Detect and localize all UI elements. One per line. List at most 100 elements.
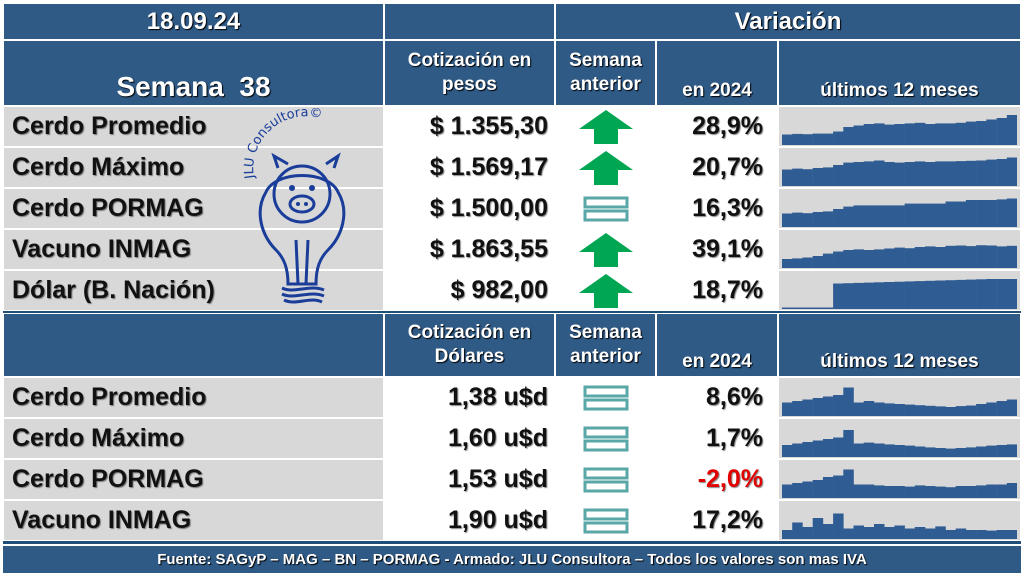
sparkline-bar [833, 475, 844, 498]
sparkline-bar [782, 402, 793, 416]
row-sparkline [778, 418, 1021, 459]
sparkline-bar [914, 247, 926, 268]
sparkline-bar [935, 161, 946, 186]
sparkline-bar [812, 518, 824, 539]
row-price-text: 1,38 u$d [447, 383, 548, 411]
col-prev-week: Semana anterior [555, 40, 656, 106]
equal-icon [583, 385, 628, 410]
sparkline-bar [986, 402, 997, 416]
sparkline-bar [894, 486, 905, 498]
sparkline-bar [986, 200, 997, 227]
sparkline-bar [935, 123, 946, 145]
sparkline-bar [874, 205, 885, 227]
sparkline-chart [782, 513, 1017, 539]
sparkline-bar [833, 513, 844, 539]
sparkline-bar [782, 134, 793, 145]
sparkline-bar [976, 279, 987, 309]
row-label-text: Cerdo Máximo [12, 424, 185, 452]
row-trend [555, 459, 656, 500]
sparkline-bar [782, 259, 793, 268]
sparkline-bar [843, 162, 854, 186]
sparkline-bar [792, 133, 803, 145]
sparkline-bar [935, 526, 946, 539]
sparkline-bar [884, 444, 895, 457]
sparkline-bar [782, 307, 793, 309]
sparkline-bar [812, 398, 824, 416]
equal-icon [583, 467, 628, 492]
sparkline-bar [1006, 245, 1017, 268]
row-sparkline [778, 106, 1021, 147]
sparkline-bar [986, 159, 997, 186]
sparkline-chart [782, 279, 1017, 309]
sparkline-bar [925, 528, 936, 539]
row-trend [555, 270, 656, 311]
sparkline-bar [863, 484, 875, 498]
sparkline-bar [884, 248, 895, 268]
row-price: 1,90 u$d [384, 500, 555, 541]
sparkline-bar [853, 484, 864, 498]
row-label-text: Cerdo PORMAG [12, 465, 204, 493]
row-label: Cerdo PORMAG [3, 188, 384, 229]
sparkline-bar [914, 161, 926, 186]
sparkline-bar [853, 162, 864, 186]
sparkline-bar [822, 439, 834, 457]
row-ytd: 8,6% [656, 377, 778, 418]
sparkline-bar [843, 387, 854, 416]
sparkline-bar [833, 165, 844, 186]
row-sparkline [778, 270, 1021, 311]
sparkline-bar [945, 123, 956, 145]
sparkline-bar [904, 404, 916, 416]
sparkline-bar [802, 399, 813, 416]
sparkline-bar [996, 118, 1008, 145]
sparkline-bar [996, 199, 1008, 227]
row-trend [555, 500, 656, 541]
sparkline-bar [894, 281, 905, 309]
sparkline-bar [955, 406, 967, 416]
sparkline-bar [904, 123, 916, 145]
up-arrow-icon [578, 273, 633, 308]
sparkline-bar [996, 159, 1008, 186]
sparkline-bar [853, 443, 864, 457]
sparkline-bar [955, 279, 967, 309]
sparkline-bar [904, 162, 916, 186]
sparkline-bar [955, 245, 967, 268]
sparkline-bar [976, 530, 987, 539]
sparkline-bar [986, 530, 997, 539]
row-ytd: 16,3% [656, 188, 778, 229]
sparkline-bar [965, 486, 977, 498]
sparkline-bar [935, 247, 946, 268]
sparkline-bar [802, 169, 813, 186]
col-12m-usd: últimos 12 meses [778, 313, 1021, 377]
sparkline-bar [925, 280, 936, 309]
col-price-pesos: Cotización en pesos [384, 40, 555, 106]
row-label: Vacuno INMAG [3, 500, 384, 541]
sparkline-bar [976, 200, 987, 227]
sparkline-bar [843, 528, 854, 539]
sparkline-bar [812, 307, 824, 309]
sparkline-bar [782, 445, 793, 457]
row-trend [555, 418, 656, 459]
sparkline-bar [863, 527, 875, 539]
sparkline-chart [782, 430, 1017, 457]
row-price-text: 1,90 u$d [447, 506, 548, 534]
sparkline-bar [853, 402, 864, 416]
sparkline-bar [812, 440, 824, 457]
row-label-text: Cerdo Promedio [12, 112, 207, 140]
row-ytd: 17,2% [656, 500, 778, 541]
sparkline-bar [945, 448, 956, 457]
sparkline-bar [812, 212, 824, 227]
sparkline-bar [802, 307, 813, 309]
row-price-text: $ 1.355,30 [429, 112, 548, 140]
sparkline-bar [986, 484, 997, 498]
sparkline-bar [955, 448, 967, 457]
sparkline-bar [822, 396, 834, 416]
row-label-text: Vacuno INMAG [12, 235, 192, 263]
sparkline-bar [792, 401, 803, 416]
up-arrow-icon [578, 232, 633, 267]
row-price: 1,38 u$d [384, 377, 555, 418]
sparkline-bar [833, 395, 844, 416]
sparkline-bar [894, 205, 905, 227]
sparkline-bar [812, 256, 824, 268]
sparkline-bar [853, 282, 864, 309]
sparkline-bar [802, 213, 813, 227]
